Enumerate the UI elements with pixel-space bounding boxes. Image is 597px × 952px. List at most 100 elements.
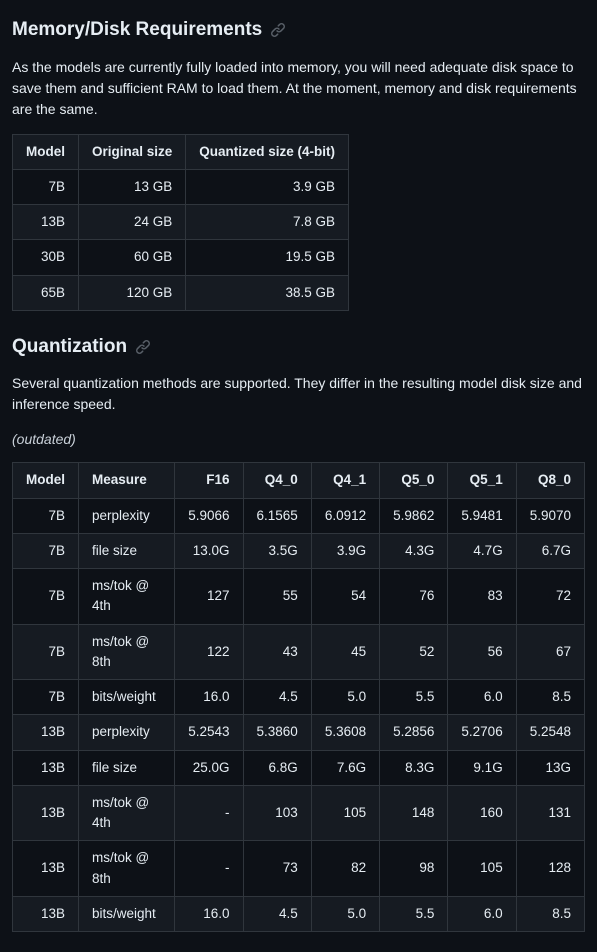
table-cell: 7B (13, 533, 79, 568)
table-cell: 55 (243, 569, 311, 625)
table-cell: 8.3G (380, 750, 448, 785)
table-cell: 76 (380, 569, 448, 625)
table-cell: 6.0912 (311, 498, 379, 533)
table-cell: 67 (516, 624, 584, 680)
table-cell: 13 GB (79, 169, 186, 204)
table-row: 13Bms/tok @ 8th-738298105128 (13, 841, 585, 897)
table-cell: 13B (13, 896, 79, 931)
table-cell: ms/tok @ 8th (79, 624, 175, 680)
table-cell: 4.5 (243, 680, 311, 715)
table-cell: 19.5 GB (186, 240, 349, 275)
table-cell: 6.1565 (243, 498, 311, 533)
heading-text: Quantization (12, 333, 127, 362)
table-cell: 6.0 (448, 896, 516, 931)
table-header: F16 (175, 463, 243, 498)
table-cell: 82 (311, 841, 379, 897)
table-cell: 45 (311, 624, 379, 680)
table-cell: 13B (13, 841, 79, 897)
outdated-note: (outdated) (12, 429, 585, 450)
table-cell: 52 (380, 624, 448, 680)
table-header: Measure (79, 463, 175, 498)
table-cell: 13B (13, 750, 79, 785)
table-cell: - (175, 785, 243, 841)
table-cell: 6.0 (448, 680, 516, 715)
table-cell: 30B (13, 240, 79, 275)
table-cell: 3.9 GB (186, 169, 349, 204)
table-header: Q4_0 (243, 463, 311, 498)
table-cell: ms/tok @ 4th (79, 569, 175, 625)
table-cell: 7B (13, 498, 79, 533)
table-cell: 148 (380, 785, 448, 841)
section-heading-memory: Memory/Disk Requirements (12, 16, 585, 45)
table-row: 7Bms/tok @ 4th1275554768372 (13, 569, 585, 625)
table-cell: 5.2856 (380, 715, 448, 750)
table-cell: 13G (516, 750, 584, 785)
table-cell: perplexity (79, 498, 175, 533)
table-cell: 98 (380, 841, 448, 897)
table-cell: 38.5 GB (186, 275, 349, 310)
table-cell: 54 (311, 569, 379, 625)
table-header: Q5_1 (448, 463, 516, 498)
section-heading-quantization: Quantization (12, 333, 585, 362)
table-row: 13Bperplexity5.25435.38605.36085.28565.2… (13, 715, 585, 750)
table-cell: 16.0 (175, 680, 243, 715)
table-row: 65B120 GB38.5 GB (13, 275, 349, 310)
table-cell: 5.3860 (243, 715, 311, 750)
table-cell: 24 GB (79, 205, 186, 240)
table-cell: 7B (13, 624, 79, 680)
table-cell: 6.8G (243, 750, 311, 785)
table-cell: 13B (13, 205, 79, 240)
table-header: Q4_1 (311, 463, 379, 498)
table-cell: ms/tok @ 8th (79, 841, 175, 897)
table-cell: 72 (516, 569, 584, 625)
table-cell: 5.2543 (175, 715, 243, 750)
table-cell: 3.9G (311, 533, 379, 568)
table-header: Model (13, 134, 79, 169)
table-row: 13B24 GB7.8 GB (13, 205, 349, 240)
table-cell: 43 (243, 624, 311, 680)
memory-disk-table: ModelOriginal sizeQuantized size (4-bit)… (12, 134, 349, 311)
table-cell: 9.1G (448, 750, 516, 785)
table-row: 30B60 GB19.5 GB (13, 240, 349, 275)
table-cell: 60 GB (79, 240, 186, 275)
table-cell: 4.5 (243, 896, 311, 931)
table-cell: 5.0 (311, 680, 379, 715)
table-cell: 13B (13, 715, 79, 750)
table-cell: 8.5 (516, 896, 584, 931)
table-header: Q8_0 (516, 463, 584, 498)
table-row: 7Bbits/weight16.04.55.05.56.08.5 (13, 680, 585, 715)
table-row: 7Bfile size13.0G3.5G3.9G4.3G4.7G6.7G (13, 533, 585, 568)
table-cell: ms/tok @ 4th (79, 785, 175, 841)
table-cell: 127 (175, 569, 243, 625)
table-cell: 7B (13, 680, 79, 715)
table-cell: 5.0 (311, 896, 379, 931)
table-cell: 6.7G (516, 533, 584, 568)
table-cell: bits/weight (79, 896, 175, 931)
table-cell: 5.9481 (448, 498, 516, 533)
table-cell: 5.5 (380, 896, 448, 931)
table-cell: 7B (13, 569, 79, 625)
table-cell: 3.5G (243, 533, 311, 568)
table-cell: bits/weight (79, 680, 175, 715)
table-cell: 105 (311, 785, 379, 841)
table-cell: 128 (516, 841, 584, 897)
table-cell: 4.7G (448, 533, 516, 568)
table-cell: 105 (448, 841, 516, 897)
table-cell: 5.9070 (516, 498, 584, 533)
table-cell: 103 (243, 785, 311, 841)
table-row: 13Bfile size25.0G6.8G7.6G8.3G9.1G13G (13, 750, 585, 785)
table-cell: file size (79, 750, 175, 785)
table-cell: 73 (243, 841, 311, 897)
anchor-link-icon[interactable] (270, 22, 286, 38)
table-cell: 65B (13, 275, 79, 310)
table-cell: 7.6G (311, 750, 379, 785)
table-cell: 122 (175, 624, 243, 680)
table-cell: file size (79, 533, 175, 568)
table-row: 13Bbits/weight16.04.55.05.56.08.5 (13, 896, 585, 931)
table-cell: 7B (13, 169, 79, 204)
heading-text: Memory/Disk Requirements (12, 16, 262, 45)
table-cell: 7.8 GB (186, 205, 349, 240)
table-cell: 83 (448, 569, 516, 625)
table-cell: 160 (448, 785, 516, 841)
anchor-link-icon[interactable] (135, 339, 151, 355)
